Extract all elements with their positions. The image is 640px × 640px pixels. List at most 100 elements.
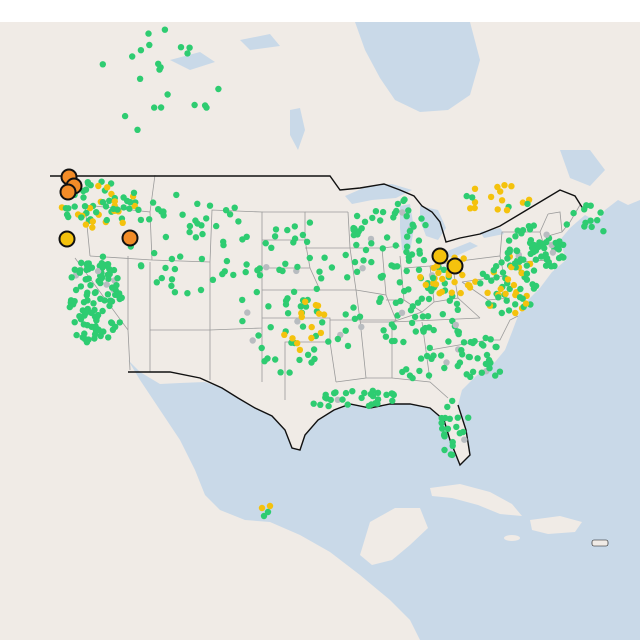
station-dot-good[interactable] [486, 365, 493, 372]
station-dot-good[interactable] [438, 419, 445, 427]
station-dot-good[interactable] [493, 274, 500, 281]
station-dot-moderate[interactable] [266, 502, 274, 510]
station-dot-good[interactable] [505, 307, 513, 314]
station-dot-good[interactable] [466, 353, 473, 361]
station-dot-good[interactable] [527, 237, 535, 244]
station-dot-nodata[interactable] [358, 323, 365, 331]
station-dot-nodata[interactable] [103, 281, 110, 288]
station-dot-good[interactable] [87, 282, 94, 289]
station-dot-good[interactable] [213, 222, 220, 230]
station-dot-good[interactable] [271, 233, 279, 240]
station-dot-good[interactable] [284, 295, 291, 302]
station-dot-good[interactable] [419, 313, 427, 320]
station-dot-good[interactable] [304, 351, 312, 358]
station-dot-good[interactable] [506, 285, 513, 293]
station-dot-good[interactable] [403, 267, 410, 275]
station-dot-moderate[interactable] [422, 281, 429, 288]
station-dot-good[interactable] [532, 282, 540, 290]
station-dot-good[interactable] [459, 351, 466, 358]
station-dot-good[interactable] [344, 274, 351, 281]
station-dot-good[interactable] [71, 319, 78, 326]
station-dot-good[interactable] [71, 203, 78, 210]
station-dot-good[interactable] [400, 197, 407, 205]
station-dot-good[interactable] [68, 274, 75, 281]
station-dot-good[interactable] [453, 423, 460, 431]
station-dot-good[interactable] [454, 414, 461, 421]
station-dot-moderate[interactable] [95, 182, 102, 190]
station-dot-good[interactable] [264, 355, 271, 362]
station-dot-good[interactable] [106, 297, 114, 304]
highlight-marker-moderate[interactable] [446, 257, 464, 275]
station-dot-good[interactable] [235, 218, 242, 225]
station-dot-good[interactable] [243, 261, 250, 268]
station-dot-good[interactable] [318, 275, 325, 282]
station-dot-good[interactable] [581, 206, 588, 213]
station-dot-good[interactable] [286, 369, 293, 376]
station-dot-good[interactable] [438, 414, 445, 422]
station-dot-good[interactable] [93, 316, 100, 324]
station-dot-good[interactable] [478, 369, 485, 376]
station-dot-good[interactable] [223, 257, 231, 265]
station-dot-moderate[interactable] [258, 504, 266, 512]
station-dot-good[interactable] [192, 217, 199, 224]
station-dot-good[interactable] [310, 400, 317, 407]
station-dot-good[interactable] [220, 238, 227, 245]
station-dot-moderate[interactable] [484, 289, 491, 296]
station-dot-moderate[interactable] [471, 185, 479, 192]
station-dot-moderate[interactable] [281, 331, 288, 338]
station-dot-moderate[interactable] [448, 289, 455, 296]
station-dot-good[interactable] [362, 246, 370, 254]
station-dot-good[interactable] [92, 323, 99, 330]
station-dot-good[interactable] [325, 338, 332, 345]
station-dot-good[interactable] [297, 303, 304, 310]
station-dot-good[interactable] [171, 289, 179, 296]
station-dot-good[interactable] [137, 47, 145, 54]
station-dot-good[interactable] [115, 292, 123, 300]
station-dot-good[interactable] [316, 268, 323, 275]
station-dot-good[interactable] [129, 53, 136, 60]
station-dot-good[interactable] [408, 319, 416, 327]
station-dot-moderate[interactable] [111, 198, 119, 205]
station-dot-moderate[interactable] [86, 204, 94, 212]
station-dot-good[interactable] [265, 303, 272, 310]
station-dot-moderate[interactable] [308, 323, 315, 331]
station-dot-moderate[interactable] [460, 255, 467, 262]
station-dot-good[interactable] [104, 271, 112, 278]
station-dot-nodata[interactable] [94, 267, 102, 275]
station-dot-good[interactable] [376, 298, 383, 305]
station-dot-good[interactable] [477, 280, 484, 287]
station-dot-good[interactable] [391, 337, 398, 345]
station-dot-moderate[interactable] [494, 206, 501, 213]
station-dot-good[interactable] [311, 355, 318, 363]
station-dot-good[interactable] [597, 209, 604, 216]
station-dot-good[interactable] [463, 192, 470, 200]
station-dot-good[interactable] [239, 317, 246, 325]
station-dot-good[interactable] [361, 218, 369, 225]
station-dot-good[interactable] [97, 332, 104, 340]
station-dot-moderate[interactable] [308, 334, 315, 342]
station-dot-good[interactable] [153, 279, 160, 286]
station-dot-good[interactable] [563, 221, 570, 228]
station-dot-good[interactable] [600, 228, 607, 235]
station-dot-good[interactable] [186, 44, 193, 51]
station-dot-good[interactable] [191, 101, 198, 109]
station-dot-moderate[interactable] [508, 183, 515, 190]
station-dot-moderate[interactable] [430, 280, 437, 287]
station-dot-good[interactable] [492, 372, 499, 379]
station-dot-good[interactable] [506, 248, 513, 255]
highlight-marker-usg[interactable] [121, 229, 139, 247]
station-dot-good[interactable] [116, 319, 124, 326]
station-dot-good[interactable] [422, 324, 429, 332]
station-dot-good[interactable] [425, 372, 433, 379]
station-dot-moderate[interactable] [289, 335, 296, 342]
station-dot-good[interactable] [394, 200, 402, 208]
station-dot-good[interactable] [353, 268, 361, 275]
station-dot-good[interactable] [184, 50, 191, 57]
station-dot-good[interactable] [317, 401, 324, 408]
station-dot-good[interactable] [517, 256, 524, 263]
station-dot-good[interactable] [146, 216, 153, 223]
station-dot-good[interactable] [351, 315, 359, 322]
station-dot-good[interactable] [418, 295, 425, 302]
station-dot-moderate[interactable] [296, 346, 304, 354]
station-dot-good[interactable] [303, 238, 311, 245]
